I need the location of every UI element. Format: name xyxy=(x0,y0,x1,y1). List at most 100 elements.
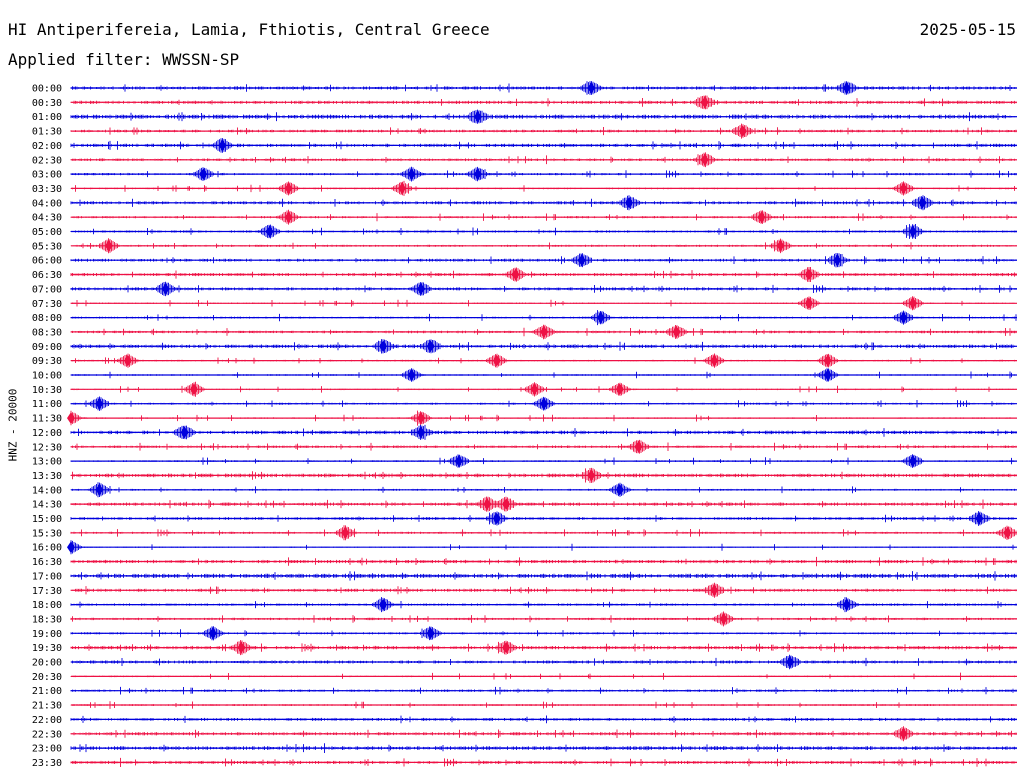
seismic-event-burst xyxy=(379,598,388,611)
trace-waveform xyxy=(70,582,1017,598)
seismic-event-burst xyxy=(417,426,425,439)
seismic-event-burst xyxy=(426,340,435,353)
time-tick-label: 21:00 xyxy=(32,686,62,697)
seismic-event-burst xyxy=(123,354,132,367)
seismic-event-burst xyxy=(67,541,75,554)
time-tick-label: 03:00 xyxy=(32,170,62,181)
trace-row: 17:00 xyxy=(32,571,1017,582)
trace-row: 02:30 xyxy=(32,152,1017,168)
seismic-event-burst xyxy=(719,612,728,625)
time-tick-label: 12:00 xyxy=(32,428,62,439)
trace-waveform xyxy=(70,439,1017,454)
trace-row: 22:00 xyxy=(32,715,1017,726)
seismic-event-burst xyxy=(180,426,189,439)
trace-row: 11:00 xyxy=(32,396,1017,411)
time-tick-label: 20:00 xyxy=(32,658,62,669)
seismic-event-burst xyxy=(284,182,293,195)
trace-row: 23:00 xyxy=(32,743,1017,755)
trace-row: 10:30 xyxy=(32,381,1017,397)
seismic-event-burst xyxy=(823,369,832,381)
seismic-event-burst xyxy=(700,153,709,166)
time-tick-label: 14:00 xyxy=(32,485,62,496)
seismic-event-burst xyxy=(190,383,198,396)
time-tick-label: 00:30 xyxy=(32,98,62,109)
trace-waveform xyxy=(70,281,1017,297)
trace-row: 01:30 xyxy=(32,123,1017,139)
seismic-event-burst xyxy=(918,196,927,209)
trace-waveform xyxy=(70,556,1017,567)
seismic-event-burst xyxy=(804,268,813,281)
trace-row: 13:00 xyxy=(32,454,1017,468)
time-tick-label: 19:30 xyxy=(32,643,62,654)
trace-row: 19:00 xyxy=(32,626,1017,641)
seismic-event-burst xyxy=(908,225,917,238)
time-tick-label: 14:30 xyxy=(32,500,62,511)
trace-row: 08:30 xyxy=(32,324,1017,340)
time-tick-label: 00:00 xyxy=(32,84,62,95)
time-tick-label: 03:30 xyxy=(32,184,62,195)
trace-waveform xyxy=(70,195,1017,211)
filter-label: Applied filter: WWSSN-SP xyxy=(8,50,240,69)
seismic-event-burst xyxy=(625,196,634,209)
time-tick-label: 18:00 xyxy=(32,600,62,611)
seismic-event-burst xyxy=(483,498,492,511)
time-tick-label: 17:30 xyxy=(32,586,62,597)
time-tick-label: 04:30 xyxy=(32,213,62,224)
seismic-event-burst xyxy=(67,412,75,425)
trace-row: 02:00 xyxy=(32,138,1017,153)
time-tick-label: 01:30 xyxy=(32,127,62,138)
trace-waveform xyxy=(70,368,1017,382)
trace-waveform xyxy=(70,626,1017,641)
time-tick-label: 22:30 xyxy=(32,729,62,740)
time-tick-label: 18:30 xyxy=(32,614,62,625)
trace-waveform xyxy=(70,381,1017,397)
trace-row: 21:00 xyxy=(32,686,1017,697)
trace-row: 14:00 xyxy=(32,482,1017,498)
time-tick-label: 05:30 xyxy=(32,241,62,252)
seismic-event-burst xyxy=(710,584,719,597)
time-tick-label: 02:30 xyxy=(32,155,62,166)
time-tick-label: 06:00 xyxy=(32,256,62,267)
seismic-event-burst xyxy=(596,311,605,324)
date-label: 2025-05-15 xyxy=(919,20,1016,39)
time-tick-label: 10:30 xyxy=(32,385,62,396)
trace-waveform xyxy=(70,166,1017,182)
time-tick-label: 13:30 xyxy=(32,471,62,482)
trace-waveform xyxy=(70,353,1017,368)
seismic-event-burst xyxy=(823,354,832,367)
time-tick-label: 04:00 xyxy=(32,198,62,209)
trace-row: 15:00 xyxy=(32,511,1017,526)
trace-row: 03:30 xyxy=(32,180,1017,196)
seismic-event-burst xyxy=(511,268,520,281)
trace-row: 13:30 xyxy=(32,467,1017,483)
trace-row: 14:30 xyxy=(32,496,1017,512)
seismic-event-burst xyxy=(417,282,425,295)
seismic-event-burst xyxy=(407,168,416,181)
time-tick-label: 23:30 xyxy=(32,758,62,769)
trace-row: 09:00 xyxy=(32,339,1017,354)
seismic-event-burst xyxy=(473,110,482,123)
seismic-event-burst xyxy=(530,383,539,396)
trace-row: 17:30 xyxy=(32,582,1017,598)
trace-row: 06:30 xyxy=(32,267,1017,282)
trace-row: 20:00 xyxy=(32,654,1017,670)
time-tick-label: 16:00 xyxy=(32,543,62,554)
time-tick-label: 22:00 xyxy=(32,715,62,726)
trace-row: 23:30 xyxy=(32,757,1017,769)
trace-row: 04:30 xyxy=(32,209,1017,225)
trace-waveform xyxy=(70,324,1017,340)
seismic-event-burst xyxy=(407,369,416,381)
seismic-event-burst xyxy=(615,483,624,496)
seismic-event-burst xyxy=(672,325,681,338)
trace-waveform xyxy=(70,757,1017,767)
seismic-event-burst xyxy=(540,325,548,338)
trace-rows: 00:00 00:30 01:00 01:30 02:00 02:30 03:00 03:30… xyxy=(32,81,1017,769)
seismic-event-burst xyxy=(502,641,511,654)
time-tick-label: 11:30 xyxy=(32,414,62,425)
trace-row: 08:00 xyxy=(32,310,1017,326)
trace-row: 22:30 xyxy=(32,726,1017,742)
seismic-event-burst xyxy=(208,627,217,640)
seismic-event-burst xyxy=(842,598,851,611)
seismic-event-burst xyxy=(899,727,908,740)
